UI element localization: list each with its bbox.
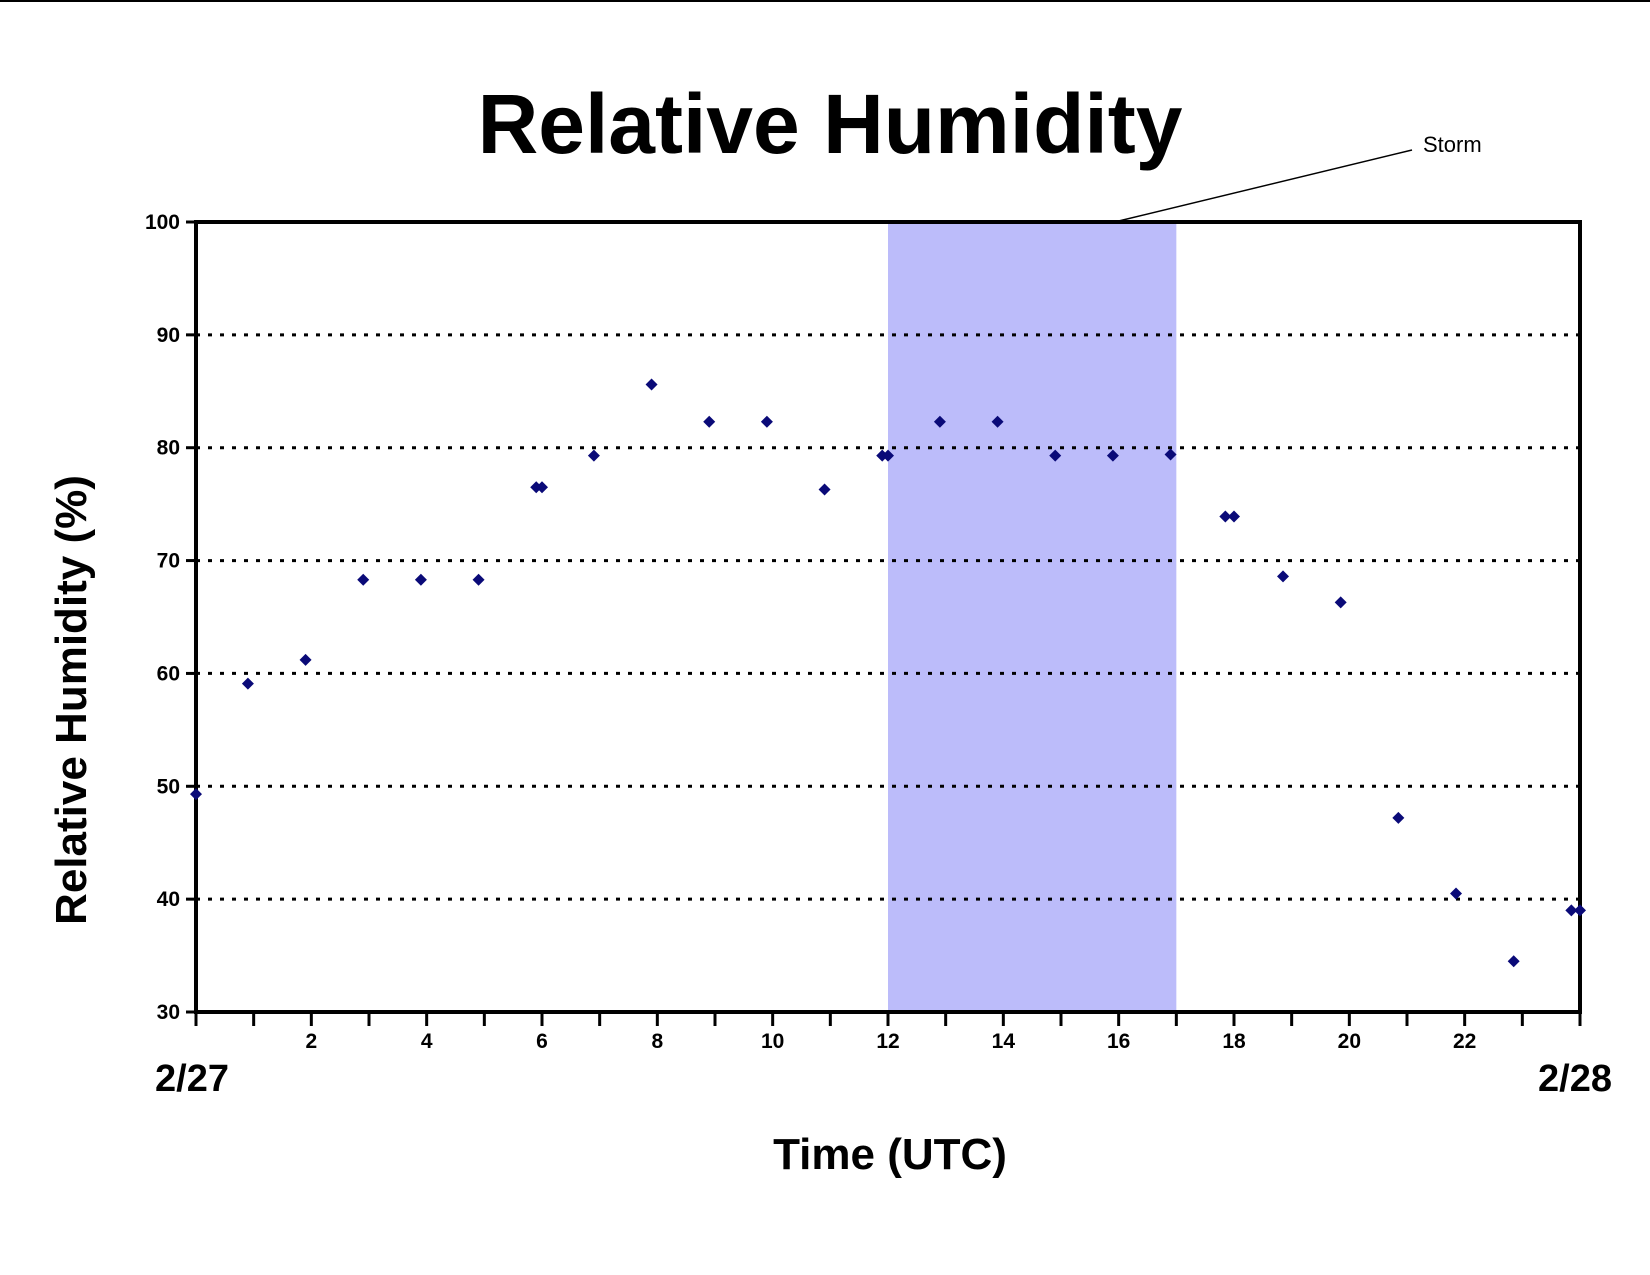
y-tick-label-60: 60	[157, 662, 180, 685]
x-tick-label-2: 2	[305, 1030, 317, 1053]
data-point	[357, 573, 370, 586]
y-tick-label-40: 40	[157, 888, 180, 911]
data-point	[1164, 448, 1177, 461]
data-point	[645, 378, 658, 391]
data-point	[991, 415, 1004, 428]
data-point	[1219, 510, 1232, 523]
data-point	[190, 788, 202, 801]
data-point	[1228, 510, 1240, 523]
data-point	[703, 415, 716, 428]
x-tick-label-4: 4	[421, 1030, 433, 1053]
data-point	[1277, 570, 1290, 583]
x-tick-label-10: 10	[761, 1030, 784, 1053]
data-point	[241, 677, 254, 690]
data-point	[882, 449, 894, 462]
data-point	[1106, 449, 1119, 462]
data-point	[818, 483, 831, 496]
top-border-line	[0, 0, 1650, 2]
x-tick-label-12: 12	[876, 1030, 899, 1053]
y-tick-label-80: 80	[157, 437, 180, 460]
data-point	[472, 573, 485, 586]
y-tick-label-30: 30	[157, 1001, 180, 1024]
data-point	[1574, 904, 1586, 917]
data-point	[536, 481, 548, 494]
x-tick-label-14: 14	[992, 1030, 1016, 1053]
x-tick-label-18: 18	[1222, 1030, 1246, 1053]
data-point	[933, 415, 946, 428]
data-point	[760, 415, 773, 428]
start-date-label: 2/27	[155, 1058, 229, 1100]
y-tick-label-70: 70	[157, 550, 180, 573]
data-point	[1507, 955, 1520, 968]
storm-annotation-label: Storm	[1423, 132, 1482, 157]
y-tick-label-100: 100	[145, 211, 180, 234]
data-point	[299, 653, 312, 666]
x-tick-label-20: 20	[1338, 1030, 1361, 1053]
data-point	[1565, 904, 1578, 917]
storm-annotation-leader-line	[1118, 149, 1413, 222]
data-point	[1392, 811, 1405, 824]
data-point	[1049, 449, 1062, 462]
y-tick-label-90: 90	[157, 324, 180, 347]
data-point	[1450, 887, 1463, 900]
end-date-label: 2/28	[1538, 1058, 1612, 1100]
data-point	[1334, 596, 1347, 609]
x-tick-label-22: 22	[1453, 1030, 1476, 1053]
y-tick-label-50: 50	[157, 775, 180, 798]
x-tick-label-6: 6	[536, 1030, 548, 1053]
data-point	[414, 573, 427, 586]
x-axis-title: Time (UTC)	[773, 1130, 1007, 1179]
chart-title: Relative Humidity	[477, 77, 1183, 171]
data-point	[587, 449, 600, 462]
x-tick-label-16: 16	[1107, 1030, 1130, 1053]
storm-highlight-region	[888, 222, 1177, 1012]
x-tick-label-8: 8	[651, 1030, 663, 1053]
